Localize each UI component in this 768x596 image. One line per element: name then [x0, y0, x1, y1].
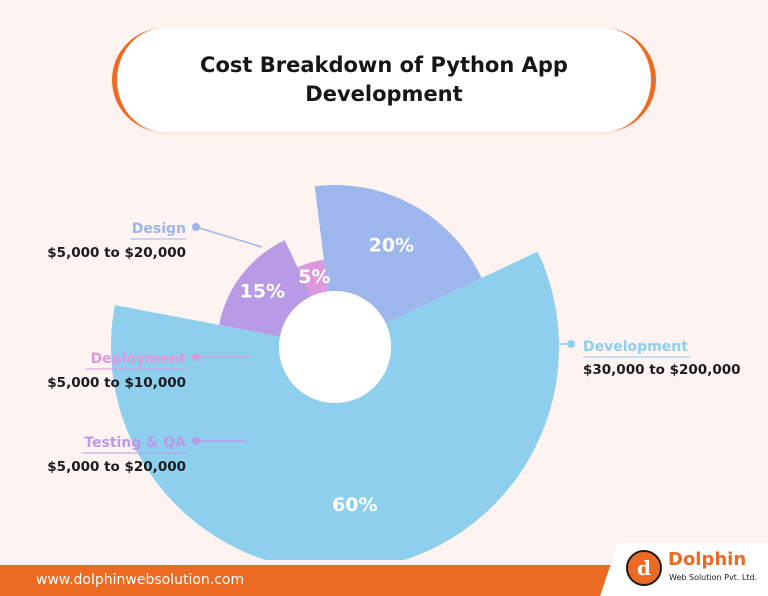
cost-range-testing-qa: $5,000 to $20,000 [47, 459, 186, 475]
brand-tagline: Web Solution Pvt. Ltd. [669, 573, 758, 582]
slice-testing-qa [219, 240, 312, 337]
title-banner: Cost Breakdown of Python App Development [112, 28, 656, 132]
callout-labels: Development $30,000 to $200,000 Testing & … [47, 221, 740, 475]
percent-label-deployment: 5% [298, 266, 330, 288]
percent-labels: 60% 15% 5% 20% [240, 234, 415, 515]
slice-design [314, 185, 482, 324]
cost-breakdown-chart: 60% 15% 5% 20% Development $30,000 to $200,0… [47, 185, 741, 560]
leader-dot-deployment [192, 353, 200, 361]
leader-line-design [195, 226, 263, 248]
cost-range-development: $30,000 to $200,000 [583, 362, 741, 378]
leader-dot-design [192, 223, 200, 231]
percent-label-design: 20% [369, 234, 414, 256]
brand-name: Dolphin [668, 549, 747, 570]
cost-range-deployment: $5,000 to $10,000 [47, 375, 186, 391]
cost-range-design: $5,000 to $20,000 [47, 245, 186, 261]
leader-dot-development [567, 340, 575, 348]
percent-label-development: 60% [332, 494, 377, 516]
legend-label-testing-qa: Testing & QA [84, 435, 186, 451]
legend-label-development: Development [583, 339, 688, 355]
website-link[interactable]: www.dolphinwebsolution.com [36, 572, 245, 588]
legend-label-design: Design [132, 221, 186, 237]
chart-slices [111, 185, 559, 560]
legend-label-deployment: Deployment [91, 351, 187, 367]
percent-label-testing-qa: 15% [240, 281, 285, 303]
chart-title: Cost Breakdown of Python App Development [200, 53, 568, 106]
leader-dot-testing-qa [192, 437, 200, 445]
slice-deployment [297, 259, 328, 297]
slice-development [111, 251, 559, 560]
dolphin-logo-icon: d [626, 550, 662, 586]
donut-hole [279, 291, 391, 403]
